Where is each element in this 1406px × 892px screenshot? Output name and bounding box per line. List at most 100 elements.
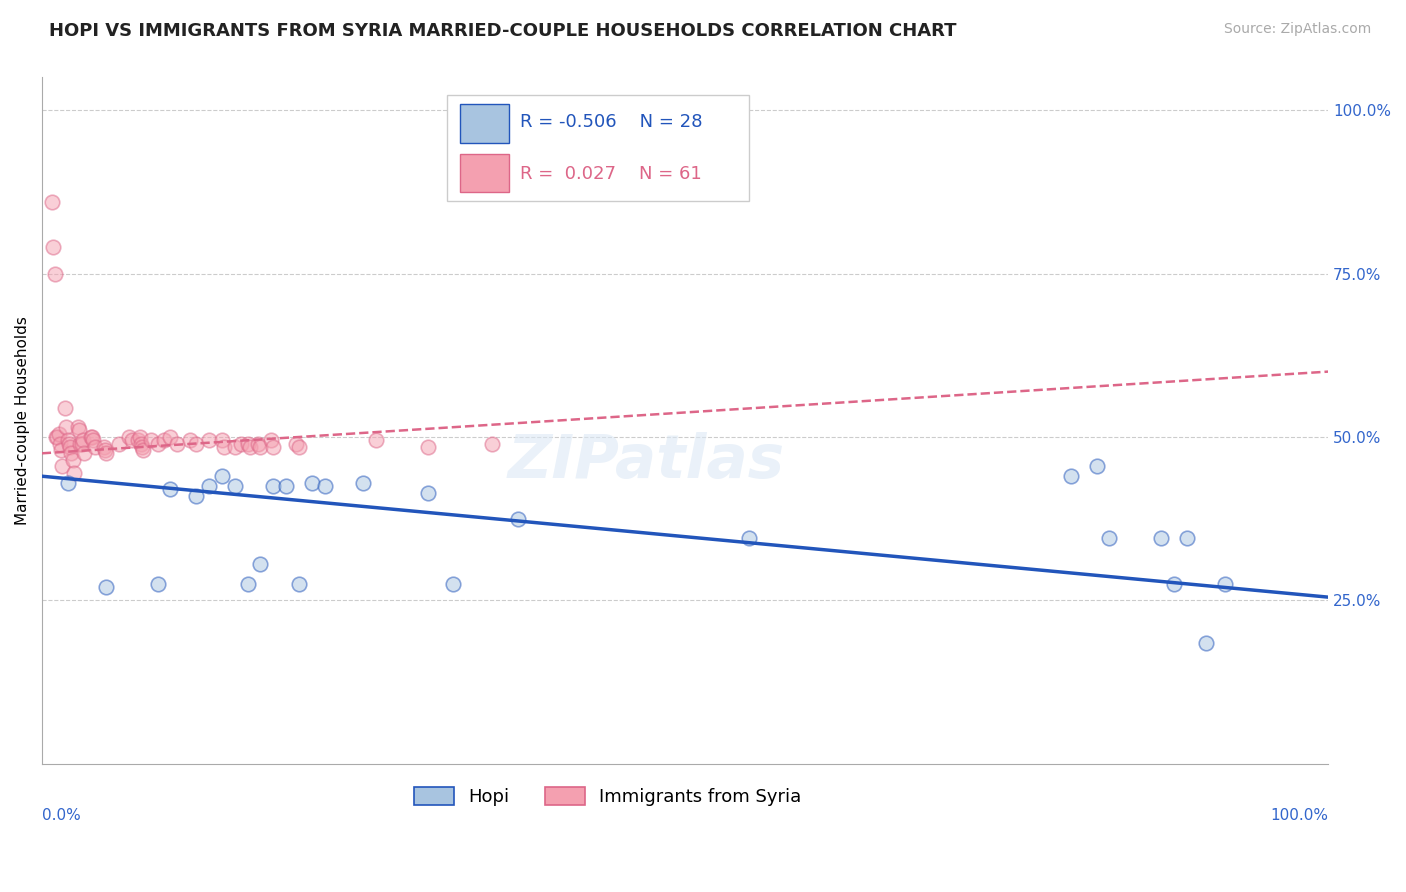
Point xyxy=(159,430,181,444)
Point xyxy=(94,580,117,594)
Point xyxy=(56,475,79,490)
FancyBboxPatch shape xyxy=(460,153,509,192)
Point xyxy=(236,436,259,450)
Point xyxy=(1213,577,1236,591)
Text: 100.0%: 100.0% xyxy=(1270,808,1329,823)
Point xyxy=(352,475,374,490)
Point xyxy=(60,446,83,460)
Point xyxy=(41,194,63,209)
Point xyxy=(239,440,262,454)
Point xyxy=(276,479,298,493)
Point xyxy=(288,577,311,591)
Point xyxy=(738,531,761,545)
Point xyxy=(159,483,181,497)
Point xyxy=(66,420,89,434)
Point xyxy=(94,443,117,458)
Point xyxy=(69,436,91,450)
Point xyxy=(1060,469,1083,483)
Point xyxy=(131,440,153,454)
Point xyxy=(211,469,233,483)
Point xyxy=(67,424,90,438)
Point xyxy=(246,436,269,450)
Point xyxy=(288,440,311,454)
Y-axis label: Married-couple Households: Married-couple Households xyxy=(15,316,30,525)
Point xyxy=(72,434,94,448)
FancyBboxPatch shape xyxy=(447,95,749,201)
Point xyxy=(416,485,439,500)
Point xyxy=(211,434,233,448)
FancyBboxPatch shape xyxy=(460,104,509,143)
Point xyxy=(49,436,72,450)
Text: 0.0%: 0.0% xyxy=(42,808,80,823)
Point xyxy=(236,577,259,591)
Point xyxy=(262,479,284,493)
Point xyxy=(249,440,271,454)
Point xyxy=(1098,531,1121,545)
Point xyxy=(82,434,104,448)
Point xyxy=(1163,577,1185,591)
Point xyxy=(49,443,72,458)
Point xyxy=(83,440,105,454)
Point xyxy=(79,430,101,444)
Point xyxy=(146,577,169,591)
Point xyxy=(94,446,117,460)
Point xyxy=(51,459,73,474)
Point xyxy=(224,479,246,493)
Point xyxy=(249,558,271,572)
Point xyxy=(44,267,66,281)
Point xyxy=(481,436,503,450)
Point xyxy=(53,401,76,415)
Point xyxy=(73,446,96,460)
Text: ZIPatlas: ZIPatlas xyxy=(508,433,785,491)
Point xyxy=(128,430,150,444)
Point xyxy=(127,434,149,448)
Point xyxy=(80,430,103,444)
Text: R = -0.506    N = 28: R = -0.506 N = 28 xyxy=(520,113,703,131)
Point xyxy=(198,479,221,493)
Point xyxy=(186,489,208,503)
Point xyxy=(1175,531,1198,545)
Point xyxy=(121,434,143,448)
Point xyxy=(139,434,162,448)
Point xyxy=(93,440,115,454)
Legend: Hopi, Immigrants from Syria: Hopi, Immigrants from Syria xyxy=(406,780,808,814)
Point xyxy=(301,475,323,490)
Point xyxy=(46,430,69,444)
Point xyxy=(55,420,77,434)
Point xyxy=(186,436,208,450)
Point xyxy=(48,426,70,441)
Point xyxy=(1195,636,1218,650)
Point xyxy=(1150,531,1173,545)
Point xyxy=(56,434,79,448)
Point xyxy=(366,434,388,448)
Point xyxy=(166,436,188,450)
Point xyxy=(231,436,253,450)
Point xyxy=(198,434,221,448)
Point xyxy=(108,436,131,450)
Text: Source: ZipAtlas.com: Source: ZipAtlas.com xyxy=(1223,22,1371,37)
Point xyxy=(58,436,80,450)
Point xyxy=(285,436,308,450)
Point xyxy=(59,440,82,454)
Point xyxy=(314,479,336,493)
Point xyxy=(262,440,284,454)
Point xyxy=(118,430,141,444)
Point xyxy=(1085,459,1108,474)
Point xyxy=(62,453,84,467)
Point xyxy=(260,434,283,448)
Point xyxy=(224,440,246,454)
Point xyxy=(63,466,86,480)
Point xyxy=(441,577,464,591)
Text: HOPI VS IMMIGRANTS FROM SYRIA MARRIED-COUPLE HOUSEHOLDS CORRELATION CHART: HOPI VS IMMIGRANTS FROM SYRIA MARRIED-CO… xyxy=(49,22,956,40)
Point xyxy=(45,430,67,444)
Point xyxy=(416,440,439,454)
Point xyxy=(129,436,152,450)
Point xyxy=(214,440,236,454)
Text: R =  0.027    N = 61: R = 0.027 N = 61 xyxy=(520,164,702,183)
Point xyxy=(506,511,529,525)
Point xyxy=(146,436,169,450)
Point xyxy=(132,443,155,458)
Point xyxy=(70,436,93,450)
Point xyxy=(179,434,201,448)
Point xyxy=(42,240,65,254)
